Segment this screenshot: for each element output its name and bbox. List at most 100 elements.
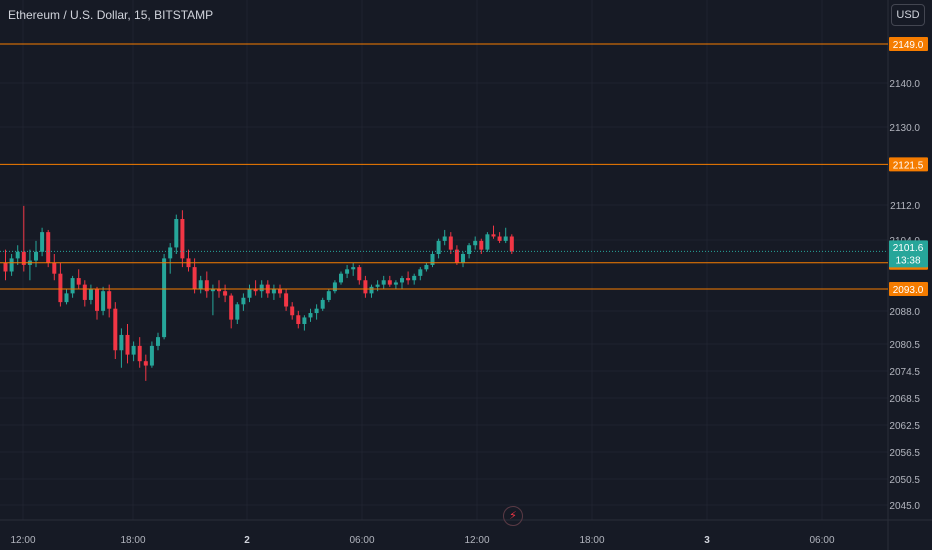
candle-body xyxy=(21,251,26,265)
candle-body xyxy=(64,293,69,303)
candle-body xyxy=(192,267,197,289)
candle-body xyxy=(424,264,429,270)
candle-body xyxy=(448,236,453,250)
candle-body xyxy=(9,258,14,272)
x-tick-label: 3 xyxy=(704,535,710,546)
candle-body xyxy=(509,236,514,252)
candle-body xyxy=(143,361,148,366)
candle-body xyxy=(101,291,106,311)
x-tick-label: 18:00 xyxy=(579,535,604,546)
candle-body xyxy=(174,219,179,248)
candle-body xyxy=(290,306,295,316)
candle-body xyxy=(58,273,63,303)
candle-body xyxy=(375,284,380,287)
candle-body xyxy=(76,278,81,285)
candle-body xyxy=(180,219,185,259)
candle-body xyxy=(357,267,362,281)
level-price-label: 2093.0 xyxy=(893,285,924,296)
y-tick-label: 2112.0 xyxy=(890,201,920,212)
bar-countdown-label: 13:38 xyxy=(895,255,920,266)
candle-body xyxy=(454,249,459,263)
candle-body xyxy=(223,291,228,296)
candle-body xyxy=(479,240,484,250)
candle-body xyxy=(156,337,160,346)
symbol-title: Ethereum / U.S. Dollar, 15, BITSTAMP xyxy=(8,8,214,22)
candle-body xyxy=(15,251,20,259)
currency-button[interactable]: USD xyxy=(891,4,925,26)
candle-body xyxy=(503,236,508,241)
y-tick-label: 2062.5 xyxy=(889,421,920,432)
candle-body xyxy=(88,289,93,300)
candle-body xyxy=(125,334,130,355)
candle-body xyxy=(473,240,478,246)
candle-body xyxy=(332,282,337,292)
x-tick-label: 06:00 xyxy=(349,535,374,546)
level-price-badge xyxy=(889,282,928,296)
candle-body xyxy=(491,234,496,237)
candle-body xyxy=(107,291,112,309)
level-price-badge xyxy=(889,157,928,172)
candle-body xyxy=(95,289,99,311)
candle-body xyxy=(442,236,447,241)
candle-body xyxy=(430,254,435,265)
candle-body xyxy=(162,258,167,338)
candle-body xyxy=(436,240,441,254)
last-price-label: 2101.6 xyxy=(893,243,924,254)
candle-body xyxy=(406,278,411,281)
level-price-label: 2121.5 xyxy=(893,160,924,171)
candle-body xyxy=(247,289,252,298)
candle-body xyxy=(70,278,75,294)
candle-body xyxy=(149,345,154,366)
candle-body xyxy=(381,280,386,285)
candle-body xyxy=(497,236,502,241)
candle-body xyxy=(369,286,374,294)
candle-body xyxy=(137,345,142,362)
y-tick-label: 2045.0 xyxy=(889,501,920,512)
candle-body xyxy=(387,280,392,285)
candle-body xyxy=(326,291,331,300)
level-price-badge xyxy=(889,37,928,51)
y-tick-label: 2074.5 xyxy=(889,367,920,378)
x-tick-label: 12:00 xyxy=(464,535,489,546)
candle-body xyxy=(320,299,325,309)
lightning-icon[interactable]: ⚡ xyxy=(503,506,523,526)
candle-body xyxy=(339,273,343,283)
x-tick-label: 06:00 xyxy=(809,535,834,546)
candle-body xyxy=(259,284,264,292)
candle-body xyxy=(278,289,282,294)
x-tick-label: 12:00 xyxy=(10,535,35,546)
y-tick-label: 2130.0 xyxy=(889,123,920,134)
candle-body xyxy=(345,269,350,274)
y-tick-label: 2140.0 xyxy=(889,79,920,90)
candle-body xyxy=(131,345,136,355)
candle-body xyxy=(418,269,423,276)
candle-body xyxy=(253,289,258,292)
candle-body xyxy=(284,293,289,307)
y-tick-label: 2068.5 xyxy=(889,394,920,405)
y-tick-label: 2050.5 xyxy=(889,475,920,486)
candle-body xyxy=(119,334,124,351)
y-tick-label: 2080.5 xyxy=(889,340,920,351)
candle-body xyxy=(241,297,246,305)
y-tick-label: 2056.5 xyxy=(889,448,920,459)
candle-body xyxy=(34,251,38,261)
candle-body xyxy=(82,284,87,300)
candle-body xyxy=(400,278,404,283)
candle-body xyxy=(113,308,118,351)
candle-body xyxy=(271,289,276,294)
candle-body xyxy=(467,245,472,254)
candle-body xyxy=(393,282,398,285)
candle-body xyxy=(204,280,209,292)
candle-body xyxy=(40,232,45,252)
candle-body xyxy=(302,317,307,324)
candle-body xyxy=(235,304,240,320)
candle-body xyxy=(461,254,465,263)
candle-body xyxy=(46,232,51,263)
candle-body xyxy=(314,308,319,314)
candle-body xyxy=(198,280,203,289)
candle-body xyxy=(363,280,368,294)
candle-body xyxy=(217,289,221,292)
